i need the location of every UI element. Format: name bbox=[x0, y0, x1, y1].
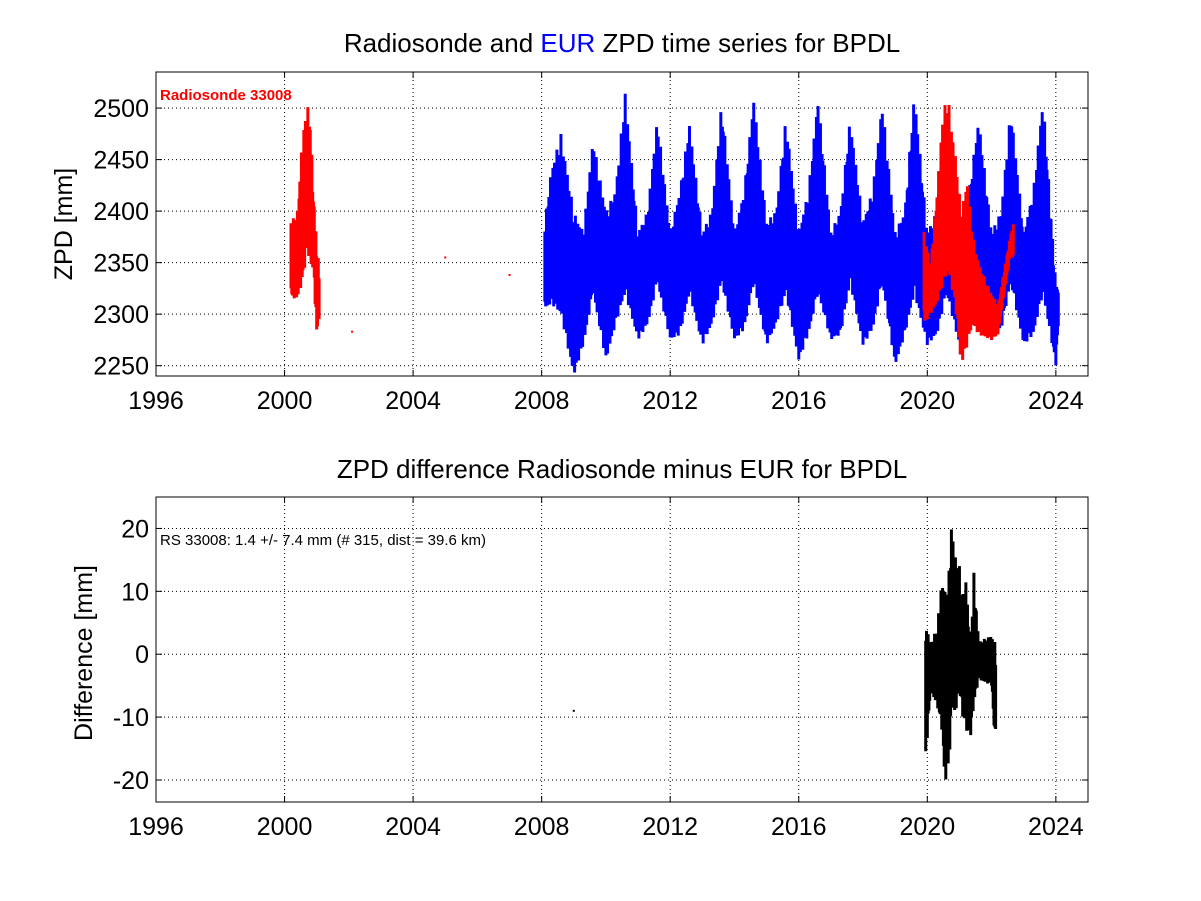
axes-frame bbox=[155, 71, 1089, 377]
title-part: Radiosonde and bbox=[344, 28, 541, 58]
y-tick-label: 0 bbox=[135, 641, 149, 669]
y-tick-label: 10 bbox=[121, 578, 149, 606]
title-part: ZPD time series for BPDL bbox=[595, 28, 900, 58]
difference-plot-area: 1996 2000 2004 2008 2012 2016 2020 2024 -20 -10 0 1… bbox=[113, 496, 1089, 841]
difference-statistics-label: RS 33008: 1.4 +/- 7.4 mm (# 315, dist = … bbox=[160, 532, 486, 549]
y-tick-label: -10 bbox=[113, 704, 149, 732]
y-tick-label: 20 bbox=[121, 515, 149, 543]
x-tick-label: 2004 bbox=[385, 813, 441, 841]
x-tick-label: 2012 bbox=[642, 387, 698, 415]
x-tick-label: 2016 bbox=[771, 387, 827, 415]
radiosonde-label: Radiosonde 33008 bbox=[160, 87, 292, 104]
y-tick-label: 2400 bbox=[93, 198, 149, 226]
x-tick-label: 2016 bbox=[771, 813, 827, 841]
y-tick-label: 2350 bbox=[93, 250, 149, 278]
difference-y-axis-label: Difference [mm] bbox=[70, 565, 98, 741]
series-3-point bbox=[351, 330, 354, 333]
series-1-point bbox=[572, 709, 575, 712]
series-3-point bbox=[444, 256, 447, 259]
x-tick-label: 2012 bbox=[642, 813, 698, 841]
axes-frame bbox=[155, 496, 1089, 803]
x-tick-label: 2020 bbox=[899, 813, 955, 841]
y-tick-label: -20 bbox=[113, 767, 149, 795]
x-tick-label: 2000 bbox=[257, 387, 313, 415]
x-tick-label: 2004 bbox=[385, 387, 441, 415]
x-tick-label: 2020 bbox=[899, 387, 955, 415]
x-tick-label: 1996 bbox=[128, 387, 184, 415]
y-tick-label: 2300 bbox=[93, 301, 149, 329]
x-tick-label: 2000 bbox=[257, 813, 313, 841]
title-part: ZPD difference Radiosonde minus EUR for … bbox=[337, 454, 907, 484]
x-tick-label: 1996 bbox=[128, 813, 184, 841]
y-tick-label: 2250 bbox=[93, 353, 149, 381]
series-3-point bbox=[508, 274, 511, 277]
y-tick-label: 2500 bbox=[93, 95, 149, 123]
x-tick-label: 2024 bbox=[1028, 387, 1084, 415]
zpd-difference-title: ZPD difference Radiosonde minus EUR for … bbox=[337, 454, 907, 484]
x-tick-label: 2024 bbox=[1028, 813, 1084, 841]
x-tick-label: 2008 bbox=[514, 387, 570, 415]
title-part: EUR bbox=[540, 28, 595, 58]
zpd-difference-panel: ZPD difference Radiosonde minus EUR for … bbox=[70, 454, 1089, 841]
zpd-time-series-title: Radiosonde and EUR ZPD time series for B… bbox=[344, 28, 900, 58]
zpd-plot-area: 1996 2000 2004 2008 2012 2016 2020 2024 2250 2300… bbox=[93, 71, 1089, 415]
x-tick-label: 2008 bbox=[514, 813, 570, 841]
zpd-y-axis-label: ZPD [mm] bbox=[50, 168, 78, 281]
y-tick-label: 2450 bbox=[93, 147, 149, 175]
zpd-time-series-panel: Radiosonde and EUR ZPD time series for B… bbox=[50, 28, 1089, 415]
